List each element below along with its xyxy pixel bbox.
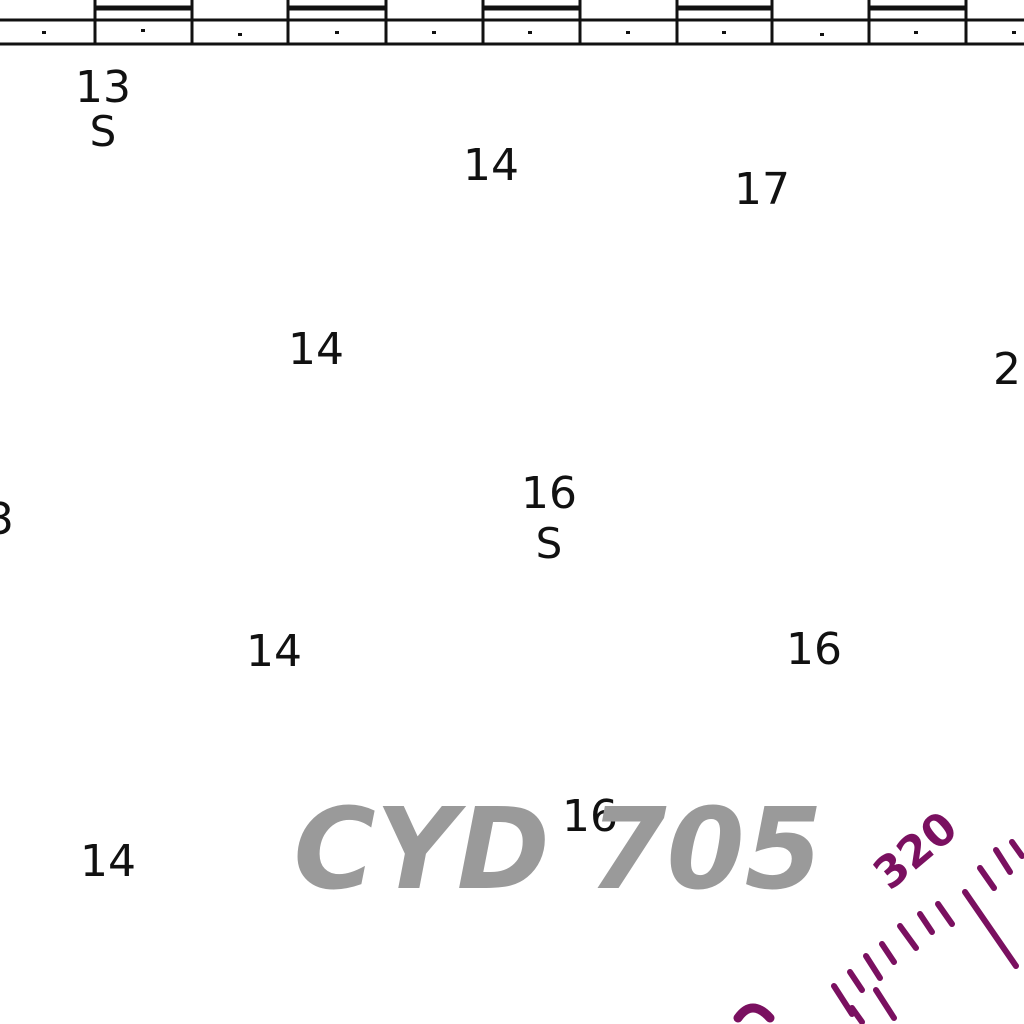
soundings: 13 S 14 17 14 2 16 S 14 16 16 14 3 [0,62,1021,887]
sounding-depth: 16 [786,624,842,675]
sounding-depth: 14 [463,140,519,191]
compass-rose-label-fragment [733,1003,775,1023]
sounding-depth: 13 [75,62,131,113]
compass-rose-label: 320 [864,802,967,900]
border-scale-dots [42,29,1016,36]
sounding-depth: 16 [521,468,577,519]
area-identifier: CYD 705 [293,785,822,915]
sounding-depth: 14 [80,836,136,887]
sounding-depth: 14 [246,626,302,677]
sounding-depth: 14 [288,324,344,375]
sounding-bottom-quality: S [536,519,563,568]
compass-rose-ticks [831,839,1024,1024]
sounding-bottom-quality: S [90,107,117,156]
sounding-depth: 16 [562,791,618,842]
sounding-depth: 17 [734,164,790,215]
chart-border-scale [0,0,1024,46]
sounding-depth: 2 [993,344,1021,395]
sounding-depth: 3 [0,494,14,545]
